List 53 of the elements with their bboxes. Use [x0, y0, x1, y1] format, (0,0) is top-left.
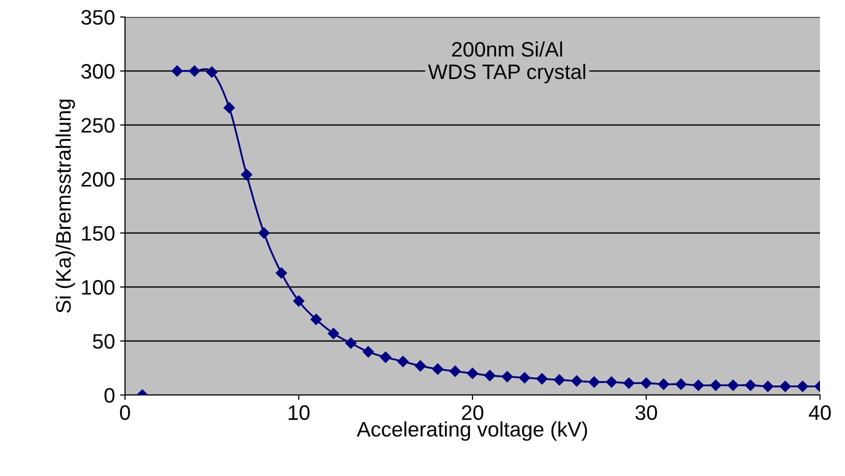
point [414, 360, 426, 372]
y-tick-label: 100 [82, 280, 114, 295]
point [762, 380, 774, 392]
point [328, 328, 340, 340]
annotation: 200nm Si/Al WDS TAP crystal [428, 41, 586, 84]
point [466, 368, 478, 380]
point [780, 380, 791, 392]
point [258, 227, 270, 239]
point [554, 374, 565, 386]
y-tick-label: 200 [82, 172, 114, 187]
point [362, 346, 374, 358]
point [623, 378, 634, 389]
point [172, 65, 183, 77]
point [397, 356, 409, 368]
x-tick-label: 40 [808, 405, 831, 420]
point [188, 65, 200, 77]
point [519, 372, 530, 384]
point [588, 376, 600, 388]
x-tick-label: 10 [288, 405, 310, 420]
point [797, 380, 808, 392]
point [744, 380, 756, 391]
point [640, 378, 652, 389]
point [502, 371, 513, 382]
point [571, 375, 582, 387]
point [206, 66, 218, 78]
x-axis-title: Accelerating voltage (kV) [356, 421, 588, 441]
y-tick-label: 0 [104, 388, 114, 403]
point [675, 378, 687, 390]
point [345, 338, 356, 349]
point [536, 373, 548, 384]
point [450, 366, 461, 377]
point [241, 169, 252, 180]
point [380, 352, 392, 363]
point [484, 370, 496, 382]
x-tick-label: 20 [462, 405, 484, 420]
point [224, 102, 235, 114]
x-tick-label: 30 [635, 405, 658, 420]
y-tick-label: 300 [81, 64, 114, 79]
point [710, 380, 722, 391]
point [692, 380, 704, 391]
y-tick-label: 50 [92, 334, 114, 349]
point [310, 314, 322, 326]
point [276, 267, 287, 279]
y-tick-label: 350 [81, 10, 114, 25]
point [728, 380, 739, 391]
point [658, 378, 670, 390]
point [293, 295, 304, 307]
y-tick-label: 250 [82, 118, 114, 133]
point [606, 376, 618, 388]
point [432, 363, 444, 375]
x-tick-label: 0 [120, 405, 130, 420]
y-tick-label: 150 [82, 226, 114, 241]
y-axis-title: Si (Ka)/Bremsstrahlung [56, 100, 75, 313]
